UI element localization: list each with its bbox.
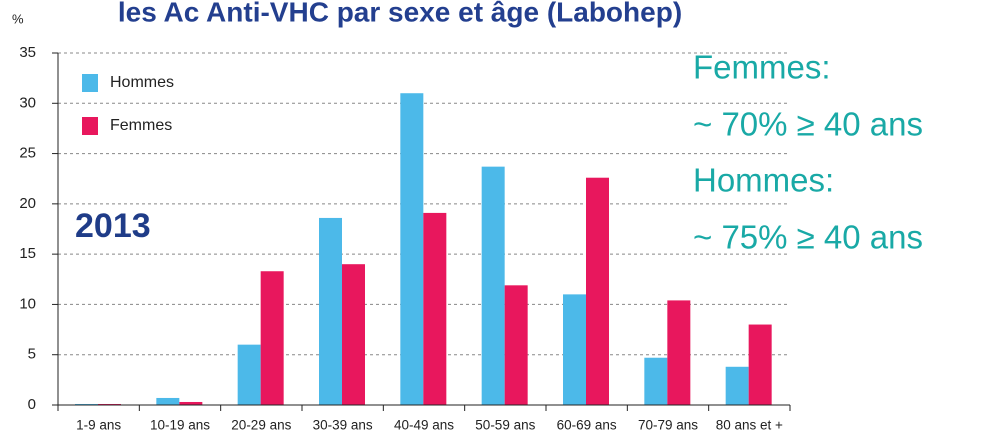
x-tick-label: 40-49 ans [394, 418, 454, 433]
bar [748, 324, 772, 405]
bar [481, 166, 505, 405]
legend-swatch [82, 117, 98, 135]
bar [342, 264, 365, 405]
y-tick-label: 0 [28, 396, 36, 413]
x-tick-label: 30-39 ans [313, 418, 373, 433]
bar [725, 366, 749, 405]
x-tick-label: 80 ans et + [716, 418, 783, 433]
bar [179, 401, 203, 405]
y-tick-label: 30 [19, 94, 36, 111]
x-tick-label: 10-19 ans [150, 418, 210, 433]
bar [260, 271, 284, 405]
legend-label: Hommes [110, 74, 174, 91]
x-tick-label: 50-59 ans [475, 418, 535, 433]
y-tick-label: 10 [19, 295, 36, 312]
legend-label: Femmes [110, 117, 172, 134]
annotation: Hommes: [693, 162, 834, 199]
bar [237, 344, 261, 405]
y-tick-label: 20 [19, 195, 36, 212]
y-tick-label: 15 [19, 245, 36, 262]
x-tick-label: 1-9 ans [76, 418, 121, 433]
bar [156, 397, 180, 405]
annotation: ~ 70% ≥ 40 ans [693, 106, 923, 143]
annotation: Femmes: [693, 49, 831, 86]
bar [667, 300, 691, 405]
x-tick-label: 20-29 ans [231, 418, 291, 433]
bar [98, 403, 121, 405]
bar [586, 177, 609, 405]
annotation: 2013 [75, 207, 151, 245]
bar [400, 93, 424, 405]
y-axis-label: % [12, 11, 24, 26]
x-tick-label: 60-69 ans [557, 418, 617, 433]
chart-title: les Ac Anti-VHC par sexe et âge (Labohep… [118, 0, 682, 27]
legend-swatch [82, 74, 98, 92]
bar [504, 285, 528, 405]
y-tick-label: 35 [19, 44, 36, 61]
bar [75, 403, 98, 405]
bar [644, 357, 668, 405]
x-tick-label: 70-79 ans [638, 418, 698, 433]
annotation: ~ 75% ≥ 40 ans [693, 219, 923, 256]
bar [319, 217, 342, 405]
bar [423, 212, 447, 405]
y-tick-label: 25 [19, 145, 36, 162]
bar [563, 294, 586, 405]
y-tick-label: 5 [28, 346, 36, 363]
